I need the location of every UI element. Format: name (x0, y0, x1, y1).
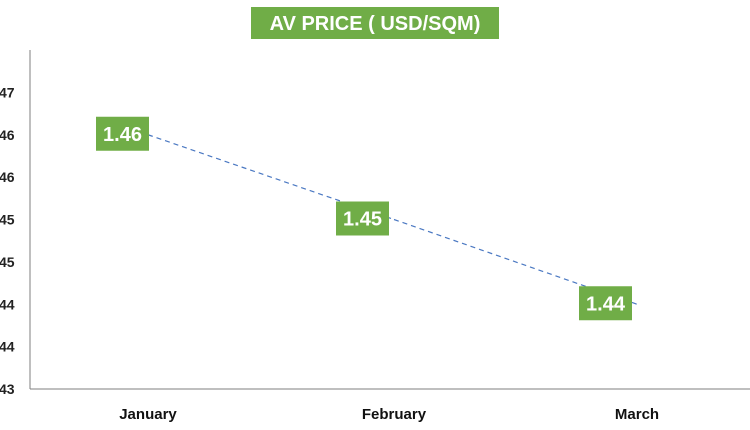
data-label: 1.46 (96, 116, 149, 151)
data-label-box (96, 116, 149, 151)
chart-title-text: AV PRICE ( USD/SQM) (270, 13, 481, 35)
chart-title-background (251, 7, 499, 39)
y-tick-label: 44 (0, 296, 15, 312)
y-tick-label: 45 (0, 212, 15, 228)
data-label-box (579, 286, 632, 321)
y-tick-label: 45 (0, 254, 15, 270)
y-tick-label: 46 (0, 127, 15, 143)
data-label-value: 1.44 (586, 293, 626, 315)
y-tick-label: 46 (0, 169, 15, 185)
x-axis-ticks: January February March (119, 406, 659, 423)
data-label-box (336, 201, 389, 236)
x-tick-label: January (119, 406, 177, 423)
data-label: 1.44 (579, 286, 632, 321)
y-axis-ticks: 43 44 44 45 45 46 46 47 (0, 84, 15, 397)
data-label: 1.45 (336, 201, 389, 236)
data-label-value: 1.45 (343, 209, 382, 231)
data-labels: 1.46 1.45 1.44 (96, 116, 632, 321)
series-line-segment (393, 218, 638, 305)
y-tick-label: 43 (0, 381, 15, 397)
chart-title: AV PRICE ( USD/SQM) (251, 7, 499, 39)
data-label-value: 1.46 (103, 124, 142, 146)
series-line-group (147, 134, 638, 305)
y-tick-label: 44 (0, 339, 15, 355)
x-tick-label: February (362, 406, 427, 423)
y-tick-label: 47 (0, 84, 15, 100)
x-tick-label: March (615, 406, 659, 423)
